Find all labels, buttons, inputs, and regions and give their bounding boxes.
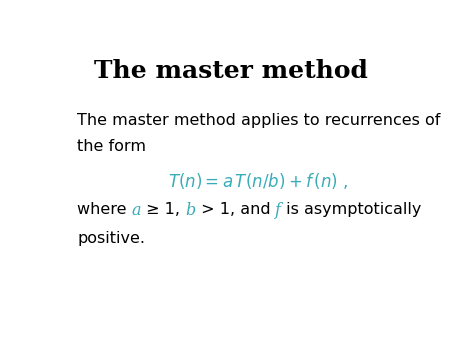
Text: the form: the form	[77, 140, 146, 154]
Text: b: b	[185, 202, 196, 219]
Text: The master method: The master method	[94, 59, 368, 83]
Text: The master method applies to recurrences of: The master method applies to recurrences…	[77, 114, 441, 128]
Text: ≥ 1,: ≥ 1,	[141, 202, 185, 217]
Text: is asymptotically: is asymptotically	[281, 202, 422, 217]
Text: f: f	[275, 202, 281, 219]
Text: $\mathit{T(n) = a\,T(n/b) + f\,(n)}$ ,: $\mathit{T(n) = a\,T(n/b) + f\,(n)}$ ,	[168, 171, 348, 191]
Text: positive.: positive.	[77, 231, 145, 245]
Text: > 1, and: > 1, and	[196, 202, 275, 217]
Text: where: where	[77, 202, 132, 217]
Text: a: a	[132, 202, 141, 219]
